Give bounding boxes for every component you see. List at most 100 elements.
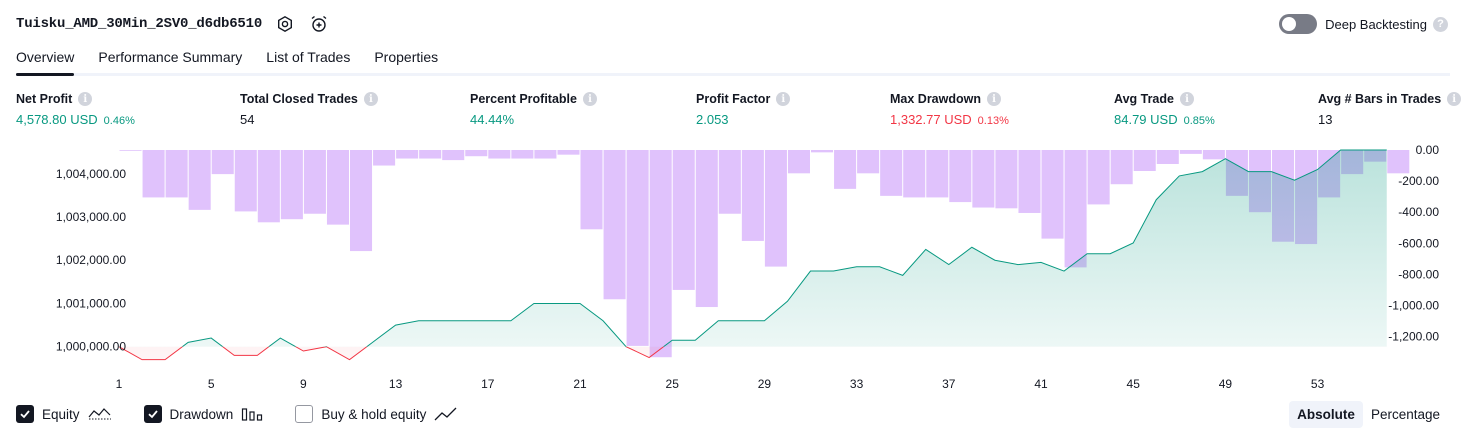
deep-backtesting-toggle[interactable]: [1279, 14, 1318, 34]
left-axis: 1,000,000.00 1,001,000.00 1,002,000.00 1,00…: [56, 167, 126, 354]
help-icon[interactable]: ?: [1433, 16, 1448, 32]
metric-value: 1,332.77 USD: [890, 112, 972, 127]
metric-label: Avg # Bars in Trades: [1318, 92, 1442, 106]
toggle-knob: [1282, 17, 1297, 31]
metric-profit-factor: Profit Factor i 2.053: [696, 92, 791, 127]
absolute-mode-button[interactable]: Absolute: [1289, 400, 1363, 428]
drawdown-toggle[interactable]: Drawdown: [143, 405, 264, 423]
tab-overview[interactable]: Overview: [16, 46, 75, 76]
x-tick-label: 45: [1127, 377, 1141, 391]
buy-hold-toggle[interactable]: Buy & hold equity: [295, 405, 458, 423]
left-tick-label: 1,004,000.00: [56, 167, 126, 181]
left-tick-label: 1,000,000.00: [56, 340, 126, 354]
drawdown-bar: [1179, 150, 1202, 154]
drawdown-bar: [465, 150, 488, 157]
x-tick-label: 1: [116, 377, 123, 391]
drawdown-bar: [603, 150, 626, 300]
x-tick-label: 5: [208, 377, 215, 391]
drawdown-bar: [1387, 150, 1410, 174]
metric-label: Net Profit: [16, 92, 73, 106]
tab-properties[interactable]: Properties: [374, 49, 439, 65]
metric-label: Total Closed Trades: [240, 92, 358, 106]
right-axis: 0.00 -200.00 -400.00 -600.00 -800.00 -1,000.0…: [1388, 143, 1439, 344]
info-icon[interactable]: i: [78, 92, 93, 106]
drawdown-bar: [926, 150, 949, 198]
right-tick-label: -600.00: [1398, 236, 1439, 250]
drawdown-bar: [557, 150, 580, 155]
drawdown-bar: [995, 150, 1018, 209]
equity-area-positive: [182, 150, 1387, 347]
info-icon[interactable]: i: [987, 92, 1001, 106]
gear-icon[interactable]: [274, 13, 296, 35]
x-tick-label: 29: [758, 377, 772, 391]
drawdown-bar: [442, 150, 465, 161]
chart-legend: Equity Drawdown Buy & hold equity: [16, 402, 490, 426]
equity-label: Equity: [42, 406, 80, 422]
buy-hold-checkbox[interactable]: [295, 405, 314, 423]
drawdown-bar: [326, 150, 349, 225]
right-tick-label: -1,000.00: [1388, 298, 1439, 312]
percentage-mode-button[interactable]: Percentage: [1370, 406, 1440, 422]
x-axis: 1 5 9 13 17 21 25 29 33 37 41 45 49 53: [116, 377, 1325, 391]
drawdown-bar: [350, 150, 373, 252]
drawdown-bar: [811, 150, 834, 153]
drawdown-bar: [903, 150, 926, 198]
x-tick-label: 37: [942, 377, 956, 391]
right-tick-label: 0.00: [1416, 143, 1440, 157]
drawdown-bar: [1110, 150, 1133, 185]
drawdown-bar: [303, 150, 326, 214]
metric-percent: 0.46%: [103, 115, 135, 127]
drawdown-bar: [672, 150, 695, 290]
drawdown-bar: [972, 150, 995, 208]
x-tick-label: 9: [300, 377, 307, 391]
metrics-row: Net Profit i 4,578.80 USD 0.46% Total Clos…: [0, 92, 1466, 132]
metric-value: 44.44%: [470, 112, 515, 127]
right-tick-label: -200.00: [1398, 174, 1439, 188]
drawdown-bar: [834, 150, 857, 189]
equity-line-negative: [118, 346, 665, 361]
info-icon[interactable]: i: [363, 92, 378, 106]
metric-value: 13: [1318, 112, 1333, 127]
equity-line-positive: [119, 149, 1387, 347]
x-tick-label: 53: [1311, 377, 1325, 391]
equity-toggle[interactable]: Equity: [16, 405, 112, 423]
drawdown-bar: [142, 150, 165, 198]
metric-total-closed-trades: Total Closed Trades i 54: [240, 92, 378, 127]
info-icon[interactable]: i: [1179, 92, 1194, 106]
tab-list-of-trades[interactable]: List of Trades: [266, 49, 351, 65]
drawdown-bar: [1133, 150, 1156, 171]
metric-percent: 0.85%: [1183, 115, 1215, 127]
drawdown-bar: [880, 150, 903, 196]
info-icon[interactable]: i: [582, 92, 597, 106]
drawdown-bar: [626, 150, 649, 346]
drawdown-bar: [695, 150, 718, 308]
strategy-title: Tuisku_AMD_30Min_2SV0_d6db6510: [16, 16, 263, 32]
info-icon[interactable]: i: [1447, 92, 1462, 106]
info-icon[interactable]: i: [776, 92, 791, 106]
buy-hold-label: Buy & hold equity: [321, 406, 427, 422]
metric-max-drawdown: Max Drawdown i 1,332.77 USD 0.13%: [890, 92, 1009, 127]
equity-series: [118, 149, 1387, 361]
trend-line-icon: [434, 406, 458, 422]
equity-drawdown-chart[interactable]: 1,000,000.00 1,001,000.00 1,002,000.00 1,00…: [0, 140, 1466, 395]
metric-avg-bars-in-trades: Avg # Bars in Trades i 13: [1318, 92, 1462, 127]
drawdown-bar: [741, 150, 764, 241]
drawdown-bar: [1156, 150, 1179, 164]
deep-backtesting-label: Deep Backtesting: [1325, 16, 1427, 32]
drawdown-bar: [949, 150, 972, 203]
drawdown-bar: [1087, 150, 1110, 205]
x-tick-label: 33: [850, 377, 864, 391]
drawdown-bar: [488, 150, 511, 159]
alarm-clock-plus-icon[interactable]: [308, 13, 330, 35]
drawdown-bar: [257, 150, 280, 223]
x-tick-label: 49: [1219, 377, 1233, 391]
tab-performance-summary[interactable]: Performance Summary: [98, 49, 243, 65]
drawdown-checkbox[interactable]: [143, 405, 162, 423]
metric-label: Avg Trade: [1114, 92, 1174, 106]
drawdown-bar: [857, 150, 880, 174]
metric-label: Max Drawdown: [890, 92, 981, 106]
equity-checkbox[interactable]: [16, 405, 34, 423]
drawdown-bar: [649, 150, 672, 358]
scale-mode-switch: Absolute Percentage: [1289, 400, 1448, 428]
x-tick-label: 25: [666, 377, 680, 391]
